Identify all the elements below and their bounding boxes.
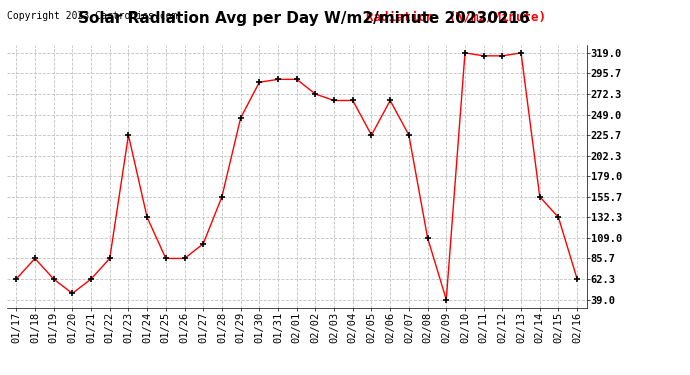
Radiation  (W/m2/Minute) [143,215,151,220]
Radiation  (W/m2/Minute) [161,256,170,261]
Radiation  (W/m2/Minute) [311,92,319,96]
Radiation  (W/m2/Minute) [386,98,394,103]
Radiation  (W/m2/Minute) [12,277,21,281]
Radiation  (W/m2/Minute) [274,77,282,82]
Radiation  (W/m2/Minute) [405,133,413,137]
Radiation  (W/m2/Minute) [367,133,375,137]
Radiation  (W/m2/Minute) [573,277,581,281]
Radiation  (W/m2/Minute) [31,256,39,261]
Text: Solar Radiation Avg per Day W/m2/minute 20230216: Solar Radiation Avg per Day W/m2/minute … [78,11,529,26]
Radiation  (W/m2/Minute) [293,77,301,82]
Text: Radiation  (W/m2/Minute): Radiation (W/m2/Minute) [366,11,546,24]
Radiation  (W/m2/Minute) [348,98,357,103]
Radiation  (W/m2/Minute) [442,297,451,302]
Radiation  (W/m2/Minute) [255,80,264,84]
Radiation  (W/m2/Minute) [461,51,469,55]
Text: Copyright 2023 Cartronics.com: Copyright 2023 Cartronics.com [7,11,177,21]
Radiation  (W/m2/Minute) [87,277,95,281]
Radiation  (W/m2/Minute) [554,215,562,220]
Radiation  (W/m2/Minute) [218,195,226,199]
Radiation  (W/m2/Minute) [50,277,58,281]
Radiation  (W/m2/Minute) [424,236,432,240]
Radiation  (W/m2/Minute) [330,98,338,103]
Radiation  (W/m2/Minute) [498,54,506,58]
Radiation  (W/m2/Minute) [535,195,544,199]
Radiation  (W/m2/Minute) [480,54,488,58]
Radiation  (W/m2/Minute) [199,242,208,246]
Radiation  (W/m2/Minute) [237,116,245,120]
Line: Radiation  (W/m2/Minute): Radiation (W/m2/Minute) [13,50,580,303]
Radiation  (W/m2/Minute) [180,256,188,261]
Radiation  (W/m2/Minute) [106,256,114,261]
Radiation  (W/m2/Minute) [68,291,77,296]
Radiation  (W/m2/Minute) [124,133,132,137]
Radiation  (W/m2/Minute) [517,51,525,55]
